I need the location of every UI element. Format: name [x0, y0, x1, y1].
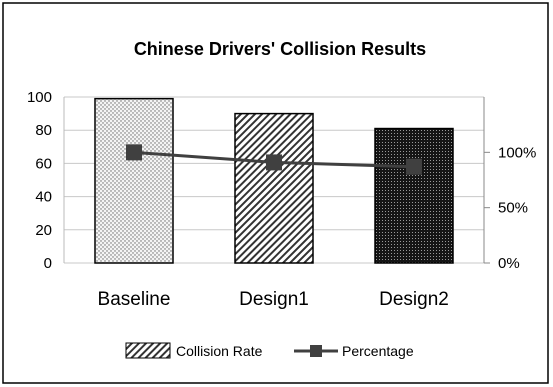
percentage-point-design1 [266, 154, 282, 171]
category-label: Design2 [379, 289, 449, 310]
line-series [126, 144, 422, 175]
legend-label-percentage: Percentage [342, 343, 414, 359]
y-tick-label: 0 [44, 255, 52, 272]
percentage-point-design2 [406, 158, 422, 175]
bar-series [94, 97, 454, 264]
y-tick-label: 80 [35, 122, 52, 139]
left-axis-ticks: 0 20 40 60 80 100 [27, 89, 52, 272]
category-labels: Baseline Design1 Design2 [98, 289, 449, 310]
legend-label-collision-rate: Collision Rate [176, 343, 263, 359]
y-tick-label: 60 [35, 155, 52, 172]
bar-baseline [94, 97, 174, 264]
legend-swatch-collision-rate [125, 342, 171, 359]
category-label: Design1 [239, 289, 309, 310]
bar-design2 [374, 127, 454, 264]
percentage-point-baseline [126, 144, 142, 161]
right-axis-ticks: 0% 50% 100% [483, 97, 536, 272]
y-tick-label: 20 [35, 222, 52, 239]
y2-tick-label: 0% [498, 255, 520, 272]
category-label: Baseline [98, 289, 171, 310]
y-tick-label: 40 [35, 189, 52, 206]
y2-tick-label: 100% [498, 144, 536, 161]
bar-design1 [234, 112, 314, 264]
y2-tick-label: 50% [498, 200, 528, 217]
y-tick-label: 100 [27, 89, 52, 106]
chart-title: Chinese Drivers' Collision Results [134, 39, 426, 59]
legend: Collision Rate Percentage [125, 342, 414, 359]
legend-marker-percentage [310, 345, 322, 357]
